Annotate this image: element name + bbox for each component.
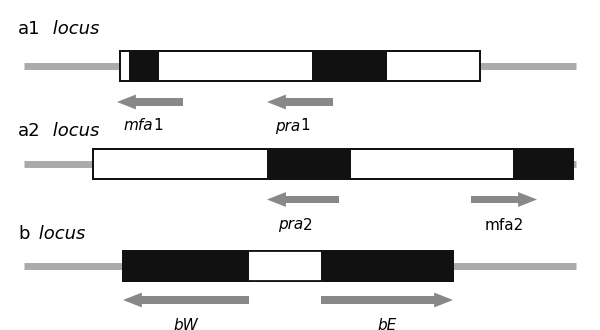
Bar bbox=[123, 250, 453, 280]
Bar bbox=[120, 51, 480, 81]
Polygon shape bbox=[518, 192, 537, 207]
Text: b: b bbox=[18, 225, 29, 243]
Bar bbox=[123, 250, 453, 280]
Bar bbox=[267, 148, 351, 179]
Text: 1: 1 bbox=[153, 118, 163, 134]
Text: locus: locus bbox=[47, 121, 100, 140]
Bar bbox=[139, 296, 249, 304]
Bar bbox=[283, 196, 339, 203]
Bar bbox=[133, 98, 183, 106]
Bar bbox=[93, 148, 573, 179]
Text: mfa: mfa bbox=[124, 118, 153, 134]
Text: bE: bE bbox=[377, 318, 397, 330]
Bar bbox=[129, 51, 159, 81]
Text: mfa2: mfa2 bbox=[484, 217, 524, 233]
Text: locus: locus bbox=[33, 225, 85, 243]
Polygon shape bbox=[117, 95, 136, 110]
Polygon shape bbox=[267, 192, 286, 207]
Bar bbox=[471, 196, 521, 203]
Bar bbox=[123, 250, 249, 280]
Text: a2: a2 bbox=[18, 121, 41, 140]
Bar bbox=[321, 296, 437, 304]
Bar bbox=[283, 98, 333, 106]
Bar bbox=[120, 51, 480, 81]
Text: 1: 1 bbox=[300, 118, 310, 134]
Bar bbox=[312, 51, 387, 81]
Bar bbox=[249, 250, 321, 280]
Text: locus: locus bbox=[47, 19, 100, 38]
Polygon shape bbox=[434, 293, 453, 308]
Text: 2: 2 bbox=[303, 217, 313, 233]
Text: bW: bW bbox=[173, 318, 199, 330]
Text: a1: a1 bbox=[18, 19, 41, 38]
Polygon shape bbox=[267, 95, 286, 110]
Bar bbox=[513, 148, 573, 179]
Bar bbox=[321, 250, 453, 280]
Text: pra: pra bbox=[275, 118, 300, 134]
Polygon shape bbox=[123, 293, 142, 308]
Text: pra: pra bbox=[278, 217, 303, 233]
Bar bbox=[93, 148, 573, 179]
